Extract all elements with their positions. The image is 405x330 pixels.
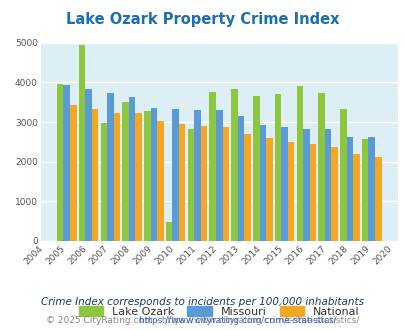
Bar [172,109,179,241]
Bar [107,93,113,241]
Bar [135,114,142,241]
Bar [222,127,228,241]
Bar [318,93,324,241]
Bar [92,109,98,241]
Bar [179,124,185,241]
Bar [352,154,359,241]
Bar [281,127,287,241]
Bar [252,96,259,241]
Text: Crime Index corresponds to incidents per 100,000 inhabitants: Crime Index corresponds to incidents per… [41,297,364,307]
Bar [339,109,346,241]
Bar [309,144,315,241]
Bar [231,89,237,241]
Bar [368,137,374,241]
Bar [70,105,77,241]
Text: https://www.cityrating.com/crime-statistics/: https://www.cityrating.com/crime-statist… [70,316,335,325]
Text: © 2025 CityRating.com - https://www.cityrating.com/crime-statistics/: © 2025 CityRating.com - https://www.city… [46,316,359,325]
Bar [128,97,135,241]
Bar [57,84,63,241]
Bar [237,116,244,241]
Bar [79,45,85,241]
Bar [144,111,150,241]
Bar [200,126,207,241]
Bar [100,123,107,241]
Bar [150,108,157,241]
Text: Lake Ozark Property Crime Index: Lake Ozark Property Crime Index [66,12,339,27]
Bar [194,110,200,241]
Bar [346,137,352,241]
Bar [296,86,303,241]
Bar [187,129,194,241]
Bar [85,89,92,241]
Bar [303,129,309,241]
Bar [287,142,294,241]
Bar [113,113,120,241]
Bar [259,125,265,241]
Bar [274,94,281,241]
Legend: Lake Ozark, Missouri, National: Lake Ozark, Missouri, National [74,302,364,321]
Bar [265,138,272,241]
Bar [122,102,128,241]
Bar [166,222,172,241]
Bar [374,157,381,241]
Bar [361,139,368,241]
Bar [244,134,250,241]
Bar [330,148,337,241]
Bar [157,120,163,241]
Bar [63,85,70,241]
Bar [215,110,222,241]
Bar [324,129,330,241]
Bar [209,92,215,241]
